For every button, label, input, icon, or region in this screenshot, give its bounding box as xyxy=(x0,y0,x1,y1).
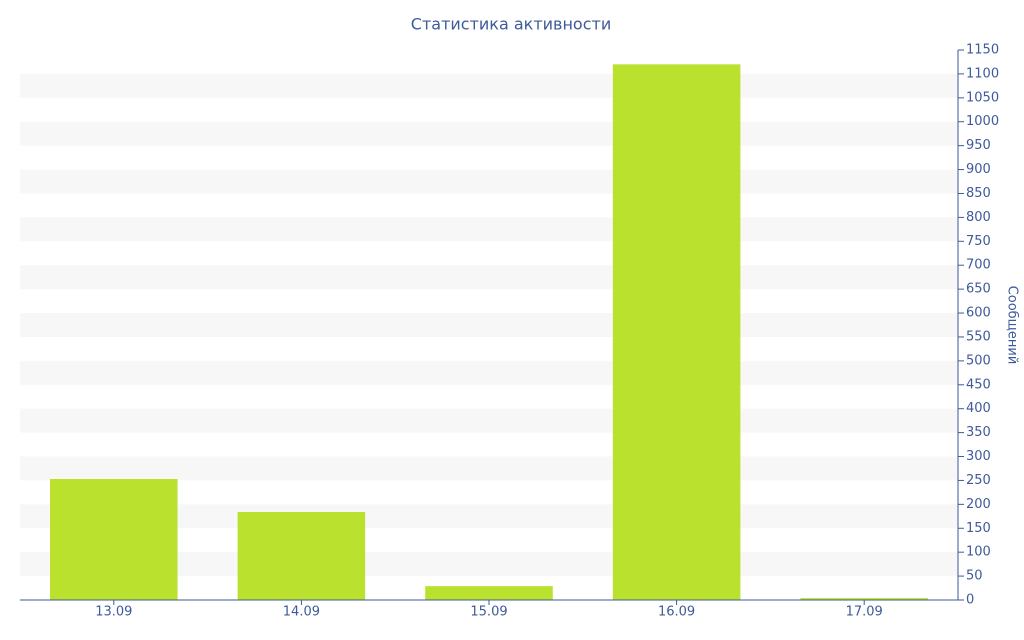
y-tick-label: 1050 xyxy=(966,90,999,105)
x-tick-label: 16.09 xyxy=(658,605,695,620)
y-tick-label: 200 xyxy=(966,497,991,512)
y-tick-label: 0 xyxy=(966,593,974,608)
y-tick-label: 1100 xyxy=(966,66,999,81)
y-tick-label: 400 xyxy=(966,401,991,416)
bar xyxy=(50,479,178,600)
grid-band xyxy=(20,360,958,385)
y-tick-label: 750 xyxy=(966,234,991,249)
y-tick-label: 900 xyxy=(966,162,991,177)
y-tick-label: 950 xyxy=(966,138,991,153)
y-tick-label: 550 xyxy=(966,329,991,344)
x-tick-label: 17.09 xyxy=(846,605,883,620)
grid-band xyxy=(20,217,958,242)
y-tick-label: 50 xyxy=(966,569,983,584)
y-tick-label: 300 xyxy=(966,449,991,464)
y-tick-label: 350 xyxy=(966,425,991,440)
y-tick-label: 1150 xyxy=(966,43,999,58)
grid-band xyxy=(20,456,958,481)
grid-band xyxy=(20,73,958,98)
x-tick-label: 13.09 xyxy=(95,605,132,620)
x-tick-label: 14.09 xyxy=(283,605,320,620)
y-tick-label: 700 xyxy=(966,258,991,273)
y-tick-label: 800 xyxy=(966,210,991,225)
y-tick-label: 1000 xyxy=(966,114,999,129)
y-tick-label: 450 xyxy=(966,377,991,392)
y-tick-label: 500 xyxy=(966,353,991,368)
bar xyxy=(612,64,741,600)
y-tick-label: 250 xyxy=(966,473,991,488)
bar xyxy=(425,586,553,600)
y-tick-label: 650 xyxy=(966,282,991,297)
grid-band xyxy=(20,121,958,146)
grid-band xyxy=(20,265,958,290)
chart-title: Статистика активности xyxy=(411,15,611,34)
grid-band xyxy=(20,408,958,433)
y-tick-label: 150 xyxy=(966,521,991,536)
y-tick-label: 600 xyxy=(966,306,991,321)
bar xyxy=(237,512,366,600)
y-axis-label: Сообщений xyxy=(1005,286,1020,365)
grid-band xyxy=(20,313,958,337)
y-tick-label: 850 xyxy=(966,186,991,201)
grid-band xyxy=(20,169,958,194)
x-tick-label: 15.09 xyxy=(470,605,507,620)
bar xyxy=(800,598,928,600)
y-tick-label: 100 xyxy=(966,545,991,560)
